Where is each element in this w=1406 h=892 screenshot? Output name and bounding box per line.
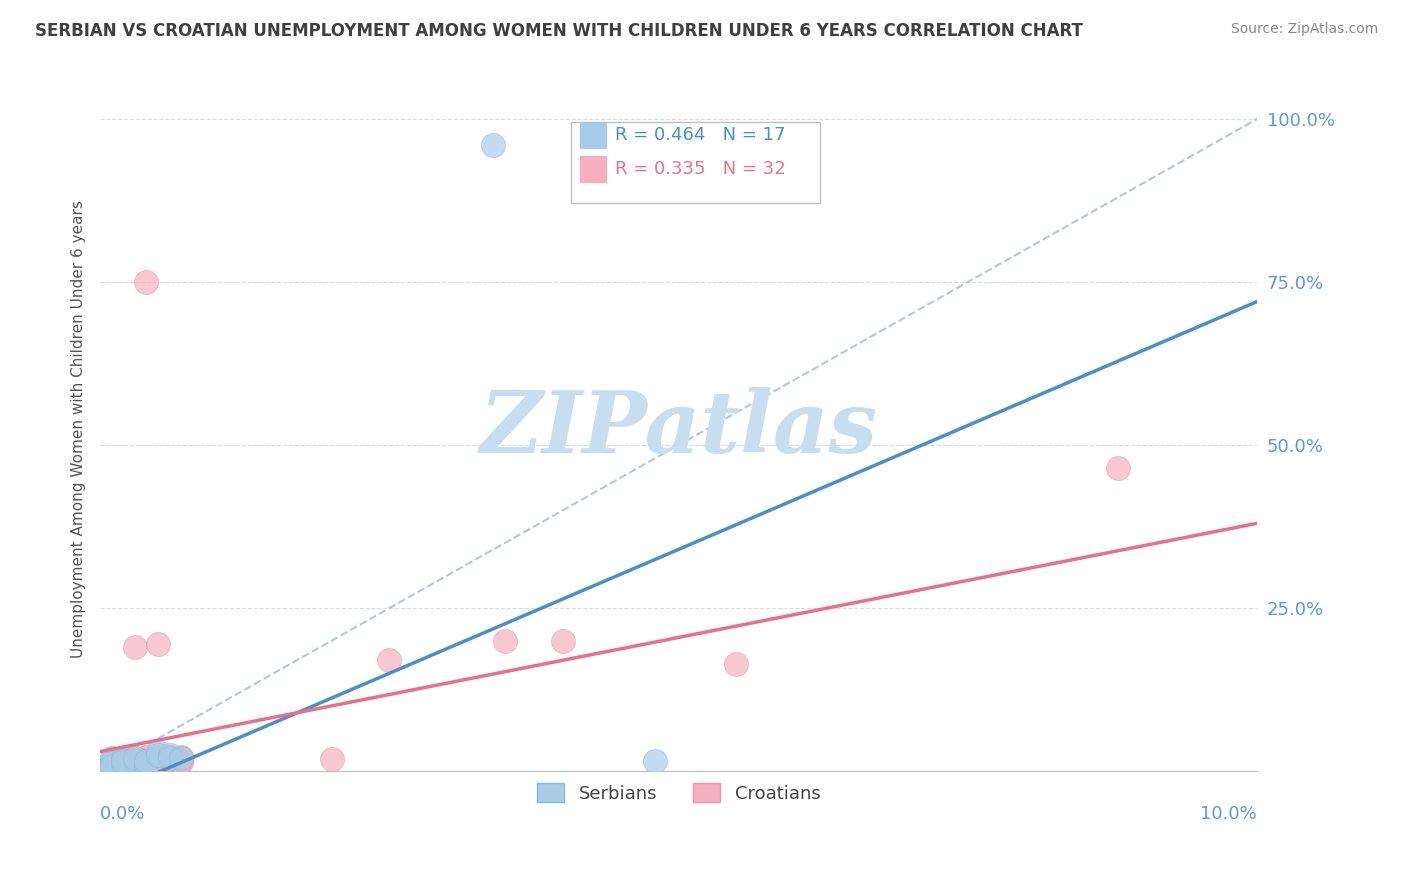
Point bbox=[378, 653, 401, 667]
Point bbox=[146, 747, 169, 762]
Point bbox=[170, 752, 193, 766]
Point bbox=[124, 751, 146, 765]
Point bbox=[100, 752, 122, 766]
Point bbox=[159, 747, 181, 762]
Point bbox=[170, 755, 193, 769]
Point bbox=[146, 745, 169, 759]
Point bbox=[100, 755, 122, 769]
Point bbox=[100, 757, 122, 772]
Point bbox=[170, 755, 193, 769]
Point bbox=[100, 756, 122, 771]
Text: SERBIAN VS CROATIAN UNEMPLOYMENT AMONG WOMEN WITH CHILDREN UNDER 6 YEARS CORRELA: SERBIAN VS CROATIAN UNEMPLOYMENT AMONG W… bbox=[35, 22, 1083, 40]
Point bbox=[170, 751, 193, 765]
Point bbox=[159, 751, 181, 765]
Point bbox=[170, 749, 193, 764]
Point bbox=[321, 752, 343, 766]
Point bbox=[100, 756, 122, 771]
Point bbox=[112, 757, 135, 772]
Point bbox=[112, 755, 135, 769]
Text: Source: ZipAtlas.com: Source: ZipAtlas.com bbox=[1230, 22, 1378, 37]
Text: ZIPatlas: ZIPatlas bbox=[479, 387, 877, 470]
Point bbox=[135, 275, 157, 289]
Point bbox=[135, 752, 157, 766]
Point bbox=[112, 752, 135, 766]
Point bbox=[124, 752, 146, 766]
Point bbox=[100, 759, 122, 773]
Point bbox=[112, 756, 135, 771]
Point bbox=[551, 633, 574, 648]
Point bbox=[644, 755, 666, 769]
Point bbox=[112, 751, 135, 765]
Point bbox=[112, 751, 135, 765]
Legend: Serbians, Croatians: Serbians, Croatians bbox=[530, 776, 828, 810]
Point bbox=[494, 633, 516, 648]
Text: R = 0.335   N = 32: R = 0.335 N = 32 bbox=[614, 161, 786, 178]
Point bbox=[1107, 461, 1129, 475]
Text: R = 0.464   N = 17: R = 0.464 N = 17 bbox=[614, 126, 786, 144]
Point bbox=[100, 751, 122, 765]
Point bbox=[124, 640, 146, 655]
Point bbox=[135, 757, 157, 772]
FancyBboxPatch shape bbox=[571, 122, 820, 202]
Point bbox=[124, 755, 146, 769]
Point bbox=[725, 657, 748, 671]
Point bbox=[135, 755, 157, 769]
Point bbox=[146, 637, 169, 651]
Bar bbox=[581, 156, 606, 182]
Bar bbox=[581, 122, 606, 148]
Point bbox=[112, 755, 135, 769]
Text: 0.0%: 0.0% bbox=[100, 805, 145, 823]
Point bbox=[135, 754, 157, 768]
Point bbox=[124, 755, 146, 769]
Point bbox=[135, 749, 157, 764]
Point bbox=[159, 749, 181, 764]
Point bbox=[146, 755, 169, 769]
Point bbox=[124, 751, 146, 765]
Text: 10.0%: 10.0% bbox=[1201, 805, 1257, 823]
Point bbox=[146, 749, 169, 764]
Point bbox=[159, 752, 181, 766]
Point bbox=[159, 755, 181, 769]
Y-axis label: Unemployment Among Women with Children Under 6 years: Unemployment Among Women with Children U… bbox=[72, 200, 86, 657]
Point bbox=[482, 138, 505, 153]
